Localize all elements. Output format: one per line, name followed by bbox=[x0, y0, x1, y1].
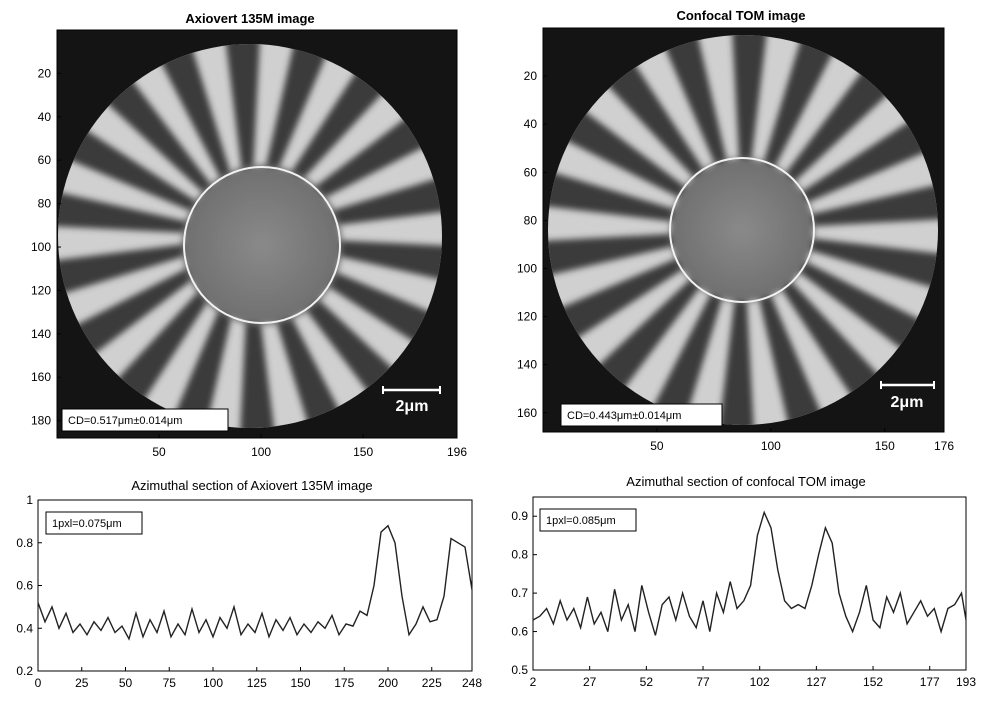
x-tick-label: 150 bbox=[875, 439, 895, 453]
pixel-scale-annotation: 1pxl=0.085μm bbox=[546, 515, 616, 527]
y-tick-label: 60 bbox=[38, 153, 52, 167]
y-tick-label: 0.8 bbox=[16, 536, 33, 550]
y-tick-label: 140 bbox=[517, 358, 537, 372]
x-tick-label: 150 bbox=[290, 676, 310, 690]
pixel-scale-annotation: 1pxl=0.075μm bbox=[52, 518, 122, 530]
scale-bar-label: 2μm bbox=[396, 398, 429, 415]
x-tick-label: 100 bbox=[203, 676, 223, 690]
panel-confocal-image: Confocal TOM image 20406080100120140160 … bbox=[517, 8, 954, 453]
center-hub bbox=[670, 158, 814, 302]
chart-title: Confocal TOM image bbox=[676, 8, 805, 23]
annotation-box bbox=[61, 408, 229, 432]
y-tick-label: 100 bbox=[517, 261, 537, 275]
y-tick-label: 0.6 bbox=[511, 625, 528, 639]
y-tick-label: 100 bbox=[31, 240, 51, 254]
x-tick-label: 25 bbox=[75, 676, 89, 690]
series-line bbox=[37, 524, 473, 641]
chart-title: Azimuthal section of confocal TOM image bbox=[626, 474, 865, 489]
chart-title: Axiovert 135M image bbox=[185, 11, 314, 26]
y-axis-ticks: 20 40 60 80 100 120 140 160 180 bbox=[31, 66, 61, 428]
y-tick-label: 0.7 bbox=[511, 586, 528, 600]
x-tick-label: 77 bbox=[696, 675, 710, 689]
cd-annotation: CD=0.443μm±0.014μm bbox=[567, 410, 681, 422]
x-tick-label: 75 bbox=[163, 676, 177, 690]
x-tick-label: 152 bbox=[863, 675, 883, 689]
x-tick-label: 193 bbox=[956, 675, 976, 689]
x-tick-label: 2 bbox=[530, 675, 537, 689]
x-axis-ticks: 50 100 150 196 bbox=[152, 434, 467, 459]
y-tick-label: 0.2 bbox=[16, 664, 33, 678]
annotation-box bbox=[539, 508, 637, 532]
center-hub bbox=[182, 165, 342, 325]
annotation-box bbox=[560, 403, 723, 427]
x-tick-label: 50 bbox=[152, 445, 166, 459]
y-tick-label: 40 bbox=[38, 110, 52, 124]
y-tick-label: 180 bbox=[31, 414, 51, 428]
y-tick-label: 0.5 bbox=[511, 663, 528, 677]
y-tick-label: 0.4 bbox=[16, 621, 33, 635]
x-tick-label: 52 bbox=[640, 675, 654, 689]
x-tick-label: 125 bbox=[247, 676, 267, 690]
y-tick-label: 40 bbox=[524, 117, 538, 131]
y-tick-label: 140 bbox=[31, 327, 51, 341]
y-tick-label: 0.9 bbox=[511, 509, 528, 523]
x-tick-label: 100 bbox=[761, 439, 781, 453]
y-tick-label: 120 bbox=[31, 283, 51, 297]
x-tick-label: 200 bbox=[378, 676, 398, 690]
y-tick-label: 80 bbox=[524, 213, 538, 227]
panel-axiovert-section: Azimuthal section of Axiovert 135M image… bbox=[16, 478, 482, 690]
scale-bar-label: 2μm bbox=[891, 394, 924, 411]
x-tick-label: 100 bbox=[251, 445, 271, 459]
x-tick-label: 102 bbox=[750, 675, 770, 689]
axis-ticks: 0 25 50 75 100 125 150 175 200 225 248 0.2 0.4 0.6 0.8… bbox=[16, 493, 482, 690]
x-tick-label: 0 bbox=[35, 676, 42, 690]
x-tick-label: 50 bbox=[650, 439, 664, 453]
spoke-pattern bbox=[58, 44, 442, 428]
cd-annotation: CD=0.517μm±0.014μm bbox=[68, 415, 182, 427]
y-tick-label: 0.8 bbox=[511, 548, 528, 562]
series-line bbox=[532, 510, 967, 636]
x-tick-label: 50 bbox=[119, 676, 133, 690]
cd-measurement-circle bbox=[669, 157, 815, 303]
y-tick-label: 20 bbox=[38, 66, 52, 80]
target-disk bbox=[548, 35, 938, 425]
y-tick-label: 80 bbox=[38, 197, 52, 211]
x-tick-label: 127 bbox=[806, 675, 826, 689]
x-tick-label: 196 bbox=[447, 445, 467, 459]
x-tick-label: 176 bbox=[934, 439, 954, 453]
y-tick-label: 0.6 bbox=[16, 579, 33, 593]
x-tick-label: 150 bbox=[353, 445, 373, 459]
y-tick-label: 160 bbox=[517, 406, 537, 420]
chart-title: Azimuthal section of Axiovert 135M image bbox=[131, 478, 372, 493]
x-tick-label: 225 bbox=[422, 676, 442, 690]
x-axis-ticks: 50 100 150 176 bbox=[650, 428, 954, 453]
y-tick-label: 1 bbox=[26, 493, 33, 507]
y-tick-label: 20 bbox=[524, 69, 538, 83]
x-tick-label: 175 bbox=[334, 676, 354, 690]
x-tick-label: 177 bbox=[920, 675, 940, 689]
target-disk bbox=[58, 44, 442, 428]
panel-axiovert-image: Axiovert 135M image 20 40 60 80 100 120 140 160… bbox=[31, 11, 467, 459]
annotation-box bbox=[45, 511, 143, 535]
x-tick-label: 248 bbox=[462, 676, 482, 690]
y-axis-ticks: 20 40 60 80 100 120 140 160 bbox=[517, 69, 547, 420]
x-tick-label: 27 bbox=[583, 675, 597, 689]
axis-ticks: 2 27 52 77 102 127 152 177 193 0.5 0.6 0.7 0.8 0.9 bbox=[511, 509, 976, 689]
cd-measurement-circle bbox=[183, 166, 341, 324]
y-tick-label: 60 bbox=[524, 165, 538, 179]
panel-confocal-section: Azimuthal section of confocal TOM image … bbox=[511, 474, 976, 689]
y-tick-label: 160 bbox=[31, 370, 51, 384]
y-tick-label: 120 bbox=[517, 310, 537, 324]
